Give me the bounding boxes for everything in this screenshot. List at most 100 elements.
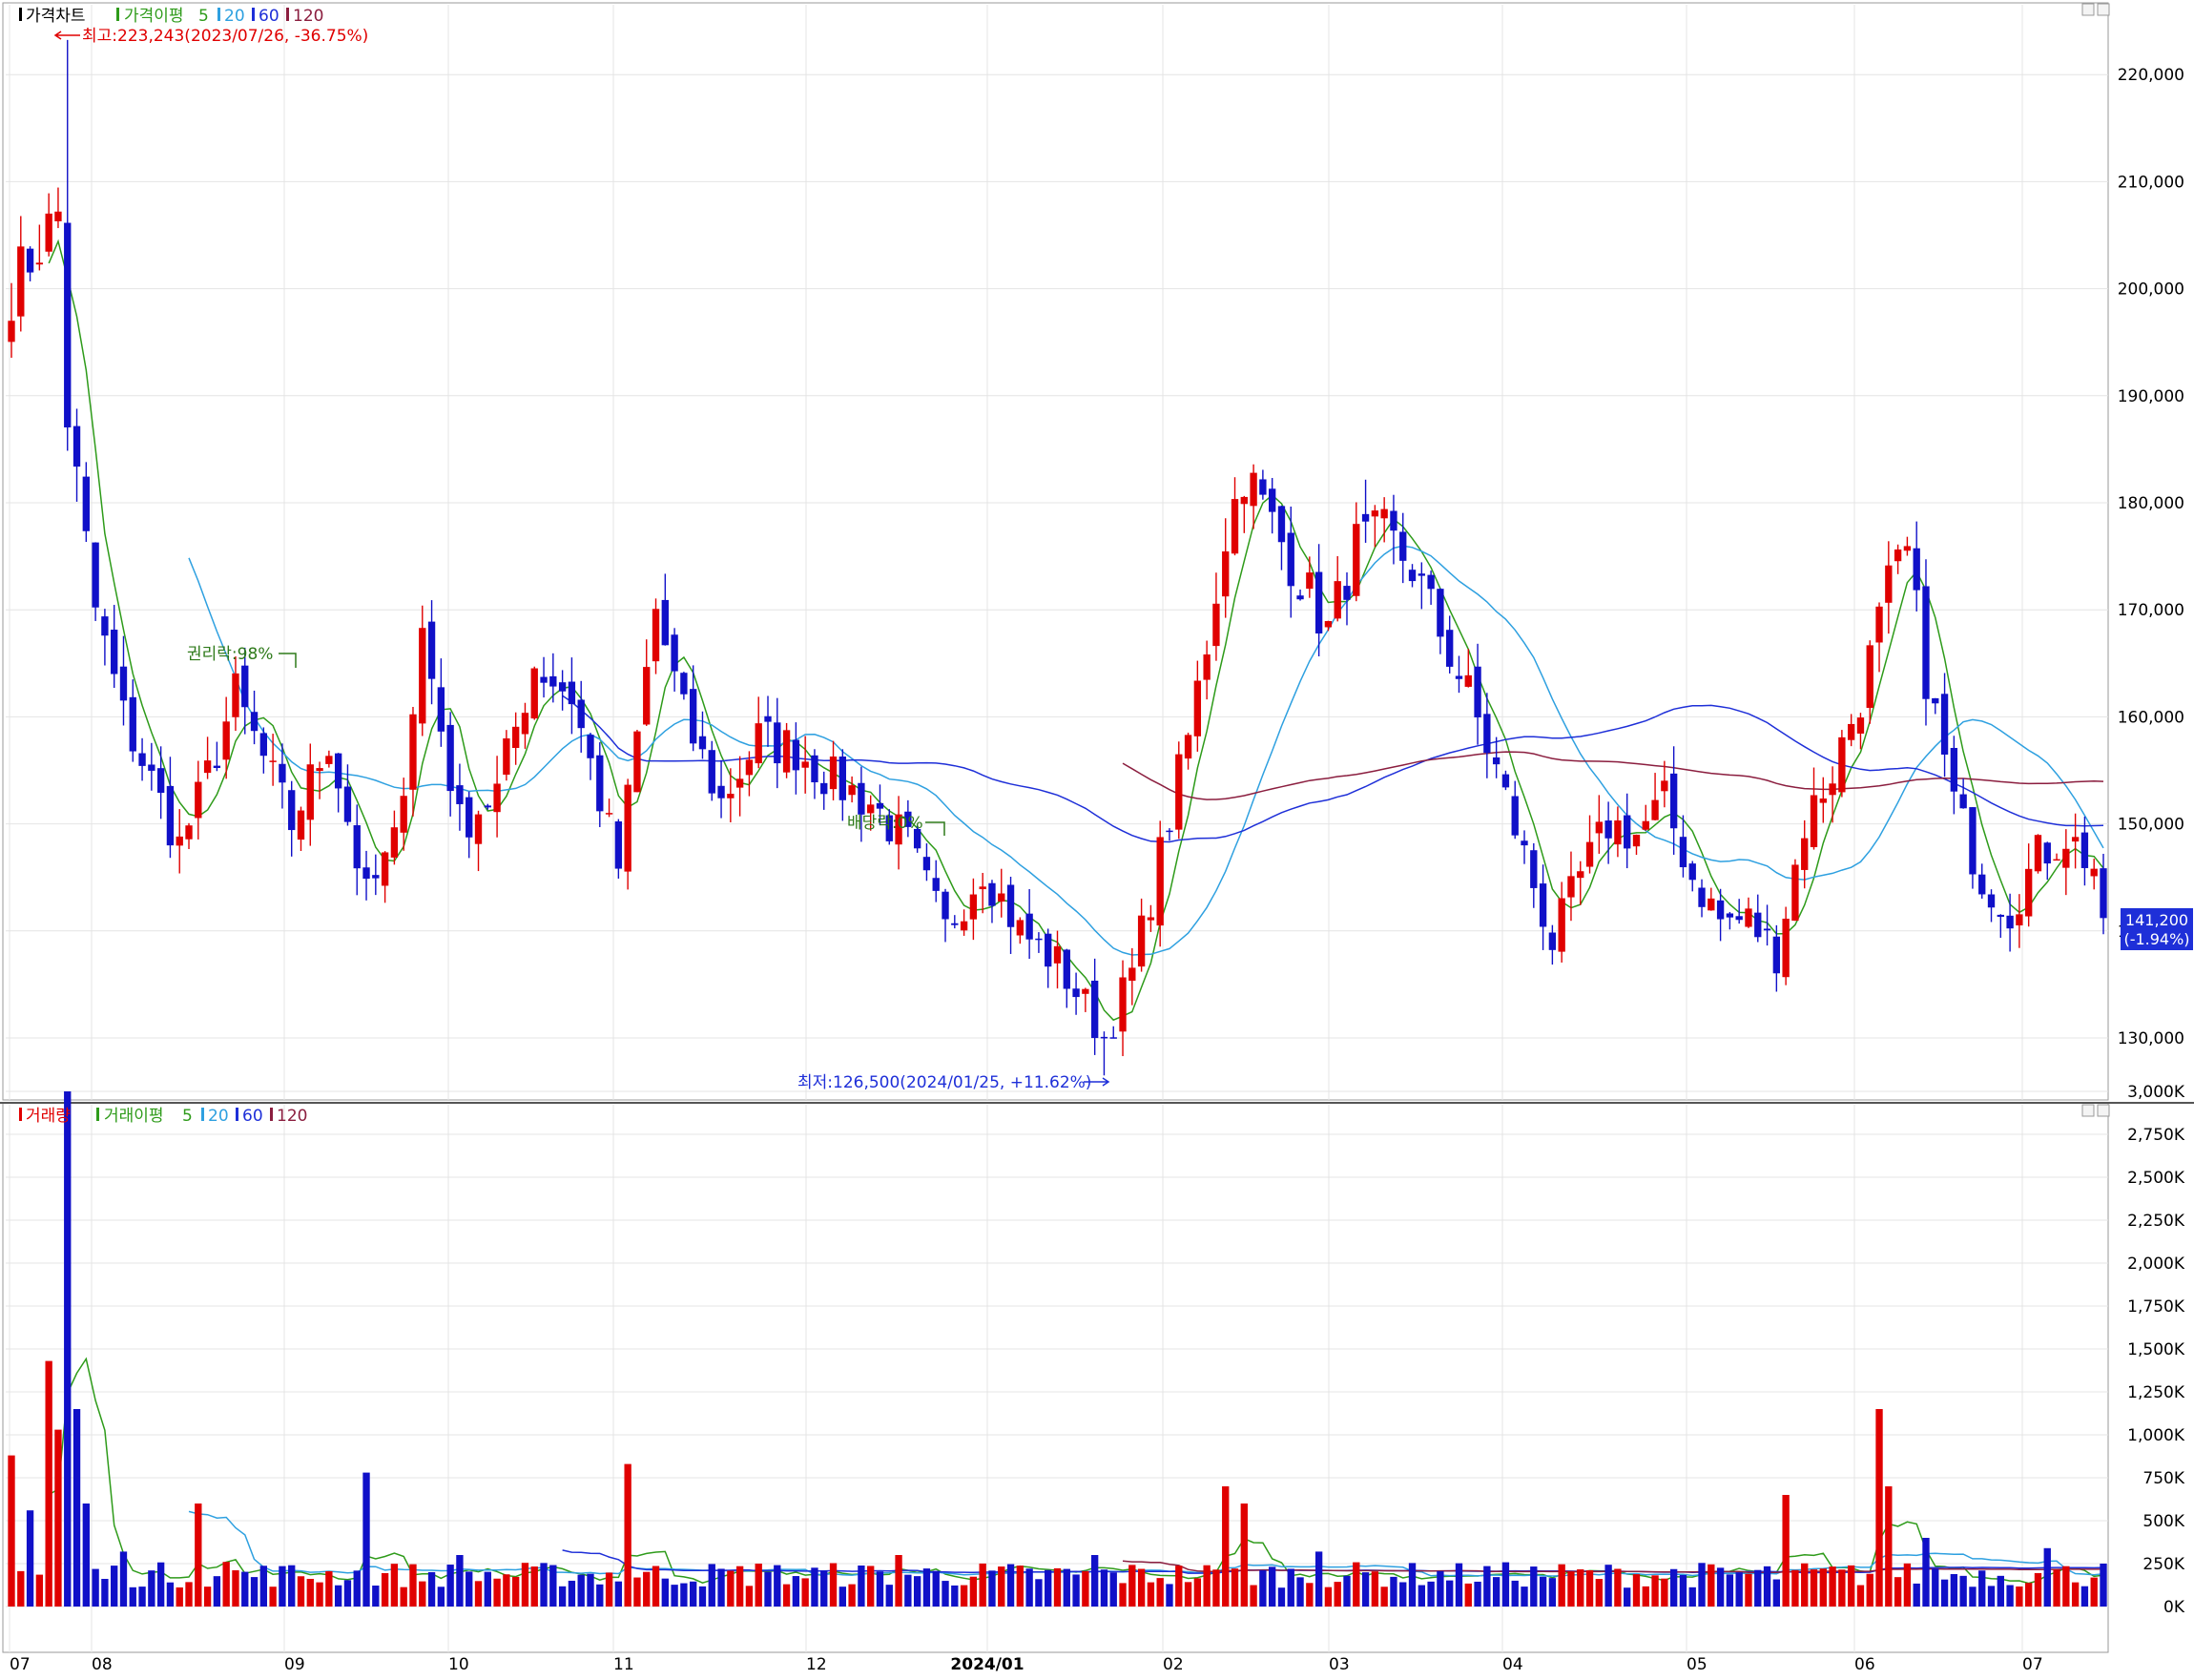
volume-bar [316, 1582, 323, 1607]
candle-body [437, 687, 445, 732]
candle-body [1380, 508, 1388, 519]
candle-body [1222, 551, 1230, 597]
candle-body [297, 810, 305, 840]
candle-body [1688, 863, 1696, 881]
volume-bar [1287, 1568, 1294, 1607]
price-panel-frame [2, 2, 2109, 1101]
volume-bar [1735, 1572, 1743, 1607]
volume-bar [1885, 1486, 1893, 1607]
legend-marker [96, 1108, 99, 1121]
candle-body [493, 783, 501, 813]
candle-body [643, 667, 651, 725]
candle-body [867, 804, 875, 814]
volume-bar [1082, 1570, 1089, 1607]
volume-bar [1464, 1583, 1472, 1607]
candle-body [1446, 630, 1454, 667]
volume-bar [138, 1587, 146, 1607]
candle-body [213, 765, 221, 768]
volume-bar [624, 1463, 631, 1607]
volume-bar [1511, 1580, 1519, 1607]
candle-body [1082, 988, 1089, 994]
price-legend-ma120: 120 [293, 7, 323, 26]
volume-bar [437, 1587, 445, 1607]
candle-body [26, 248, 34, 273]
x-tick-label: 10 [448, 1655, 469, 1674]
volume-bar [1894, 1577, 1902, 1607]
volume-bar [343, 1580, 352, 1607]
candle-body [2006, 915, 2014, 929]
volume-bar [913, 1576, 921, 1607]
volume-bar [2006, 1585, 2014, 1607]
price-ma20-line [188, 545, 2104, 956]
candle-body [2090, 868, 2098, 877]
volume-bar [111, 1566, 118, 1607]
volume-bar [643, 1571, 651, 1607]
volume-bar [1716, 1567, 1725, 1607]
candle-body [1539, 883, 1547, 927]
volume-bar [390, 1564, 399, 1607]
volume-bar [1483, 1566, 1491, 1607]
volume-bar [1791, 1569, 1799, 1607]
candle-body [1166, 830, 1173, 833]
legend-marker [236, 1108, 238, 1121]
candle-body [895, 814, 902, 845]
volume-bar [2034, 1572, 2042, 1607]
candle-body [1791, 864, 1799, 922]
volume-bar [1632, 1574, 1641, 1607]
volume-bar [222, 1562, 230, 1607]
volume-bar [306, 1578, 314, 1607]
volume-bar [8, 1455, 15, 1607]
volume-bar [1558, 1564, 1565, 1607]
volume-bar [64, 1091, 72, 1607]
candle-body [1997, 914, 2004, 917]
candle-body [1567, 876, 1575, 898]
volume-bar [521, 1563, 529, 1607]
volume-bar [1063, 1568, 1070, 1607]
candle-body [1932, 697, 1939, 704]
volume-bar [1156, 1578, 1164, 1607]
volume-bar [774, 1565, 781, 1607]
volume-bar [1492, 1577, 1501, 1607]
candle-body [1137, 915, 1146, 967]
volume-y-tick-label: 1,750K [2127, 1297, 2185, 1317]
candle-body [652, 609, 660, 662]
candle-body [858, 782, 865, 815]
volume-panel-window-buttons[interactable] [2081, 1104, 2110, 1117]
candle-body [1501, 774, 1510, 788]
x-tick-label: 02 [1163, 1655, 1184, 1674]
candle-body [1856, 717, 1865, 734]
volume-bar [1903, 1563, 1912, 1607]
candle-body [942, 891, 949, 920]
price-y-tick-label: 210,000 [2118, 173, 2184, 192]
volume-bar [1604, 1565, 1612, 1607]
volume-bar [1819, 1568, 1827, 1607]
volume-bar [1128, 1565, 1136, 1607]
candle-body [1801, 838, 1809, 870]
candle-body [2043, 842, 2051, 864]
volume-bar [1314, 1551, 1323, 1607]
volume-bar [782, 1584, 791, 1607]
candle-body [951, 923, 959, 925]
candle-body [1987, 894, 1996, 908]
volume-bar [409, 1564, 417, 1607]
volume-bar [1688, 1587, 1696, 1607]
price-y-tick-label: 180,000 [2118, 494, 2184, 513]
candle-body [1810, 795, 1818, 847]
candle-body [521, 713, 529, 735]
candle-body [1119, 977, 1127, 1032]
candle-body [1090, 980, 1099, 1039]
candle-body [1269, 488, 1276, 512]
price-panel-window-buttons[interactable] [2081, 3, 2110, 16]
candle-body [390, 827, 399, 858]
candle-body [250, 712, 259, 732]
volume-bar [1222, 1486, 1230, 1607]
candle-body [427, 621, 436, 679]
price-legend-ma60: 60 [259, 7, 279, 26]
candle-body [801, 761, 809, 768]
x-tick-label: 06 [1854, 1655, 1875, 1674]
volume-bar [1950, 1573, 1958, 1607]
volume-bar [372, 1586, 380, 1607]
candle-body [1642, 820, 1649, 830]
volume-bar [2025, 1583, 2033, 1607]
candle-body [782, 730, 791, 773]
